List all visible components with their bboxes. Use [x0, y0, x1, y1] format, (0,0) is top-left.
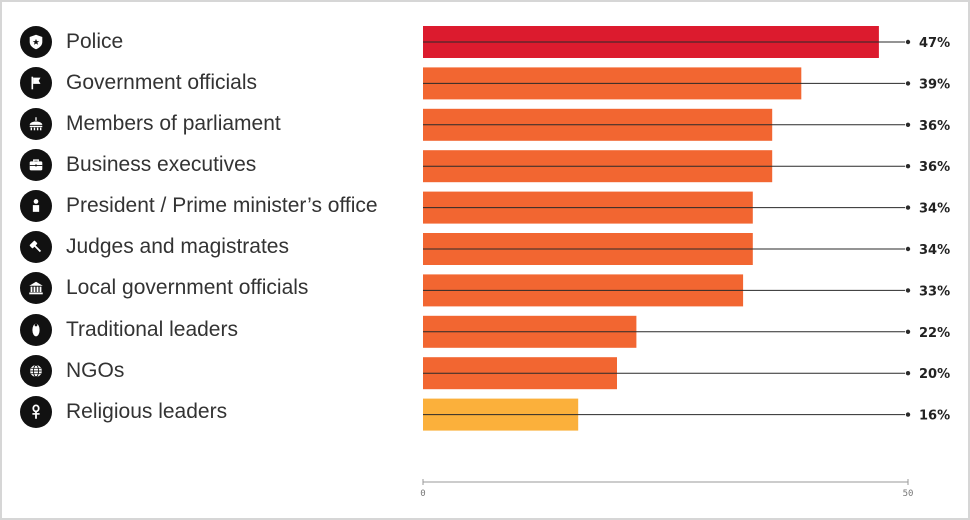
category-label: Members of parliament: [66, 112, 281, 135]
category-row-business-executives: Business executives: [20, 147, 256, 183]
leader-dot: [905, 39, 911, 45]
category-row-ngos: NGOs: [20, 353, 124, 389]
category-row-police: Police: [20, 24, 123, 60]
person-icon: [20, 190, 52, 222]
leader-dot: [905, 412, 911, 417]
x-tick-label: 0: [420, 489, 425, 499]
leader-dot: [905, 246, 911, 252]
data-label: 33%: [919, 284, 950, 299]
data-label: 47%: [919, 36, 950, 51]
leader-dot: [905, 329, 911, 334]
government-building-icon: [20, 272, 52, 304]
leader-dot: [905, 122, 911, 128]
leader-dot: [905, 164, 911, 169]
globe-icon: [20, 355, 52, 387]
category-row-members-of-parliament: Members of parliament: [20, 106, 281, 142]
category-label: Business executives: [66, 153, 257, 176]
data-label: 16%: [919, 409, 950, 424]
data-label: 39%: [919, 77, 950, 92]
data-label: 36%: [919, 119, 950, 134]
data-label: 34%: [919, 202, 950, 217]
gavel-icon: [20, 231, 52, 263]
ankh-icon: [20, 396, 52, 428]
category-label: Government officials: [66, 71, 258, 94]
category-label: Traditional leaders: [66, 318, 238, 341]
flag-icon: [20, 67, 52, 99]
category-row-religious-leaders: Religious leaders: [20, 394, 227, 430]
data-label: 20%: [919, 367, 950, 382]
briefcase-icon: [20, 149, 52, 181]
data-label: 36%: [919, 160, 950, 175]
leader-dot: [905, 371, 911, 376]
x-tick-label: 50: [903, 489, 914, 499]
leader-dot: [905, 205, 911, 210]
parliament-icon: [20, 108, 52, 140]
data-label: 34%: [919, 243, 950, 258]
category-label: Local government officials: [66, 276, 309, 299]
category-label: President / Prime minister’s office: [66, 194, 378, 217]
category-row-government-officials: Government officials: [20, 65, 257, 101]
leader-dot: [905, 288, 911, 293]
data-label: 22%: [919, 326, 950, 341]
category-label: Religious leaders: [66, 400, 228, 423]
category-row-judges: Judges and magistrates: [20, 229, 289, 265]
traditional-leader-icon: [20, 314, 52, 346]
category-row-traditional-leaders: Traditional leaders: [20, 312, 238, 348]
category-row-local-government: Local government officials: [20, 270, 308, 306]
shield-icon: [20, 26, 52, 58]
category-label: Police: [66, 30, 124, 53]
leader-dot: [905, 81, 911, 86]
category-row-president-office: President / Prime minister’s office: [20, 188, 378, 224]
category-label: Judges and magistrates: [66, 235, 289, 258]
category-label: NGOs: [66, 359, 125, 382]
